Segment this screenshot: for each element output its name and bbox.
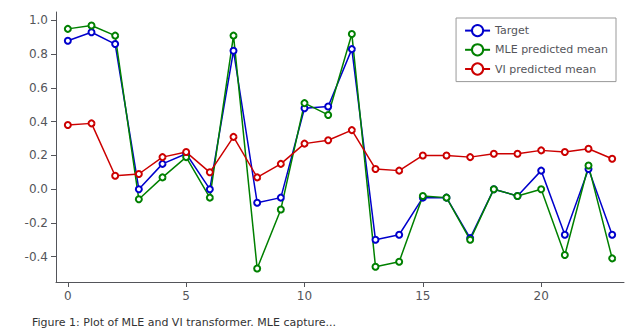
svg-text:Figure 1: Plot of MLE and VI t: Figure 1: Plot of MLE and VI transformer… [32, 316, 336, 329]
svg-text:0.2: 0.2 [29, 148, 48, 162]
svg-text:-0.2: -0.2 [25, 216, 48, 230]
svg-text:5: 5 [182, 289, 190, 303]
svg-text:MLE predicted mean: MLE predicted mean [495, 43, 608, 56]
svg-text:0.4: 0.4 [29, 115, 48, 129]
svg-text:Target: Target [494, 24, 530, 37]
svg-text:15: 15 [415, 289, 430, 303]
svg-text:0.0: 0.0 [29, 182, 48, 196]
svg-text:VI predicted mean: VI predicted mean [495, 63, 596, 76]
svg-text:0: 0 [64, 289, 72, 303]
svg-text:1.0: 1.0 [29, 13, 48, 27]
svg-text:-0.4: -0.4 [25, 250, 48, 264]
svg-text:0.8: 0.8 [29, 47, 48, 61]
svg-text:10: 10 [297, 289, 312, 303]
svg-text:20: 20 [534, 289, 549, 303]
svg-text:0.6: 0.6 [29, 81, 48, 95]
